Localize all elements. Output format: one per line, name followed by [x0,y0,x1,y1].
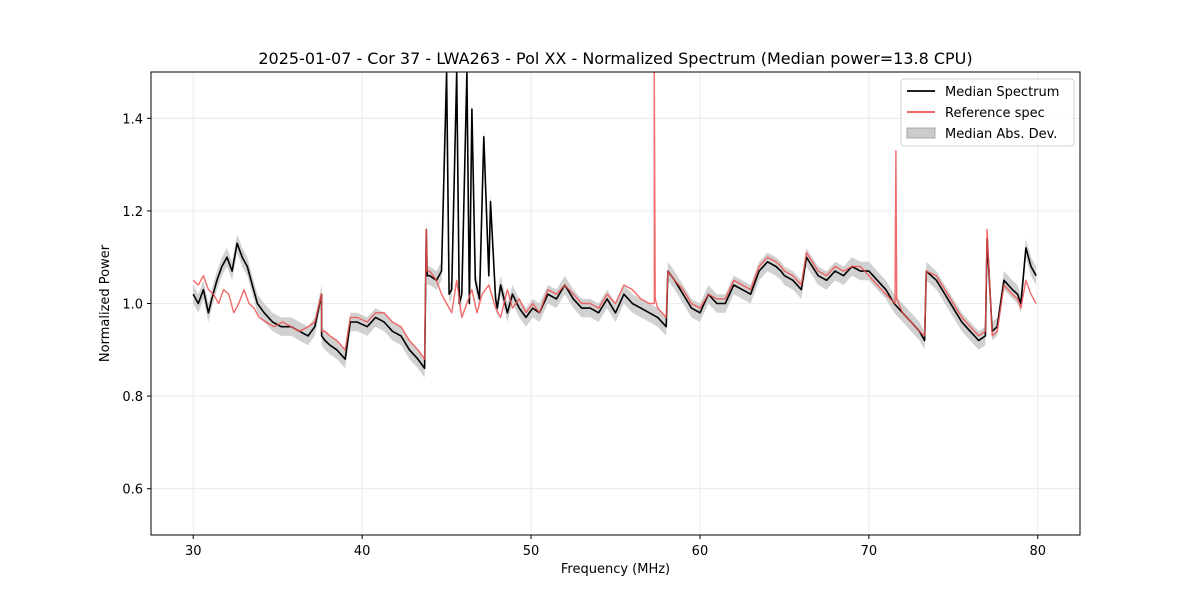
x-axis: 30 40 50 60 70 80 [185,535,1046,559]
y-tick-label: 0.8 [122,390,143,405]
y-tick-label: 1.4 [122,112,143,127]
legend: Median Spectrum Reference spec Median Abs.… [900,78,1075,147]
y-axis: 0.6 0.8 1.0 1.2 1.4 [122,112,151,498]
x-tick-label: 80 [1029,544,1046,559]
y-axis-label: Normalized Power [98,244,113,362]
y-tick-label: 0.6 [122,483,143,498]
x-axis-label: Frequency (MHz) [561,562,670,577]
legend-label: Median Spectrum [945,85,1059,100]
mad-band [193,72,1037,378]
y-tick-label: 1.0 [122,298,143,313]
x-tick-label: 40 [354,544,371,559]
x-tick-label: 30 [185,544,202,559]
legend-box [900,78,1075,147]
reference-spec-line [192,72,1037,360]
x-tick-label: 70 [861,544,878,559]
plot-area [192,72,1037,378]
y-tick-label: 1.2 [122,205,143,220]
legend-label: Reference spec [945,106,1045,121]
chart-title: 2025-01-07 - Cor 37 - LWA263 - Pol XX - … [258,49,972,68]
legend-swatch-band [906,127,936,139]
x-tick-label: 50 [523,544,540,559]
x-tick-label: 60 [692,544,709,559]
legend-label: Median Abs. Dev. [945,127,1057,142]
